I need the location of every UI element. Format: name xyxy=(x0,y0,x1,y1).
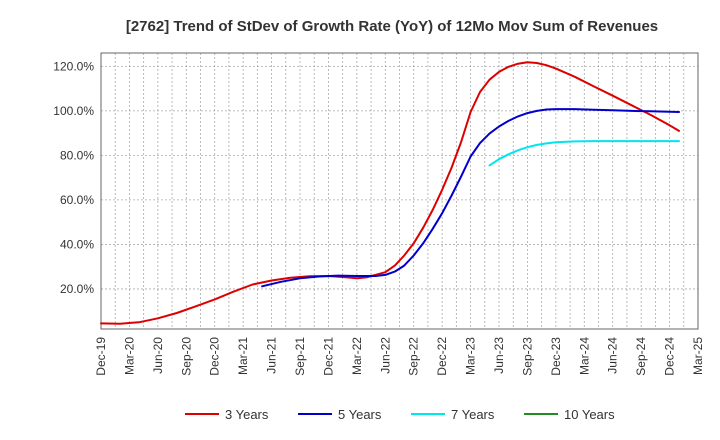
x-tick-label: Jun-23 xyxy=(492,337,506,374)
y-tick-label: 120.0% xyxy=(53,59,94,73)
grid-lines xyxy=(101,53,698,329)
y-tick-label: 40.0% xyxy=(60,237,94,251)
legend-label-5-years: 5 Years xyxy=(338,407,382,422)
x-tick-label: Mar-22 xyxy=(350,337,364,375)
legend-label-10-years: 10 Years xyxy=(564,407,615,422)
x-tick-label: Jun-24 xyxy=(606,337,620,374)
y-tick-label: 100.0% xyxy=(53,104,94,118)
y-tick-label: 60.0% xyxy=(60,193,94,207)
plot-area-frame xyxy=(100,52,699,330)
x-tick-label: Dec-20 xyxy=(208,337,222,376)
x-tick-label: Mar-20 xyxy=(122,337,136,375)
x-tick-label: Jun-22 xyxy=(378,337,392,374)
x-tick-label: Dec-24 xyxy=(663,337,677,376)
series-lines xyxy=(100,61,680,325)
series-line-7-years xyxy=(488,140,680,167)
y-tick-label: 20.0% xyxy=(60,282,94,296)
x-tick-label: Sep-21 xyxy=(293,337,307,376)
x-tick-label: Dec-21 xyxy=(321,337,335,376)
x-tick-label: Dec-22 xyxy=(435,337,449,376)
y-tick-label: 80.0% xyxy=(60,148,94,162)
x-tick-label: Mar-24 xyxy=(577,337,591,375)
x-tick-label: Jun-21 xyxy=(265,337,279,374)
x-tick-label: Sep-22 xyxy=(407,337,421,376)
legend-label-3-years: 3 Years xyxy=(225,407,269,422)
x-tick-label: Dec-19 xyxy=(94,337,108,376)
x-axis-tick-labels: Dec-19 Mar-20 Jun-20 Sep-20 Dec-20 Mar-21 Jun-… xyxy=(94,337,705,376)
x-tick-label: Sep-20 xyxy=(179,337,193,376)
x-tick-label: Dec-23 xyxy=(549,337,563,376)
series-line-5-years xyxy=(261,108,680,288)
chart-title: [2762] Trend of StDev of Growth Rate (Yo… xyxy=(126,18,658,35)
x-tick-label: Sep-23 xyxy=(520,337,534,376)
legend-label-7-years: 7 Years xyxy=(451,407,495,422)
series-line-3-years xyxy=(100,61,680,325)
y-axis-tick-labels: 20.0% 40.0% 60.0% 80.0% 100.0% 120.0% xyxy=(53,59,94,296)
x-tick-label: Mar-25 xyxy=(691,337,705,375)
x-tick-label: Mar-23 xyxy=(464,337,478,375)
x-tick-label: Jun-20 xyxy=(151,337,165,374)
x-tick-label: Mar-21 xyxy=(236,337,250,375)
x-tick-label: Sep-24 xyxy=(634,337,648,376)
legend: 3 Years 5 Years 7 Years 10 Years xyxy=(185,407,615,422)
